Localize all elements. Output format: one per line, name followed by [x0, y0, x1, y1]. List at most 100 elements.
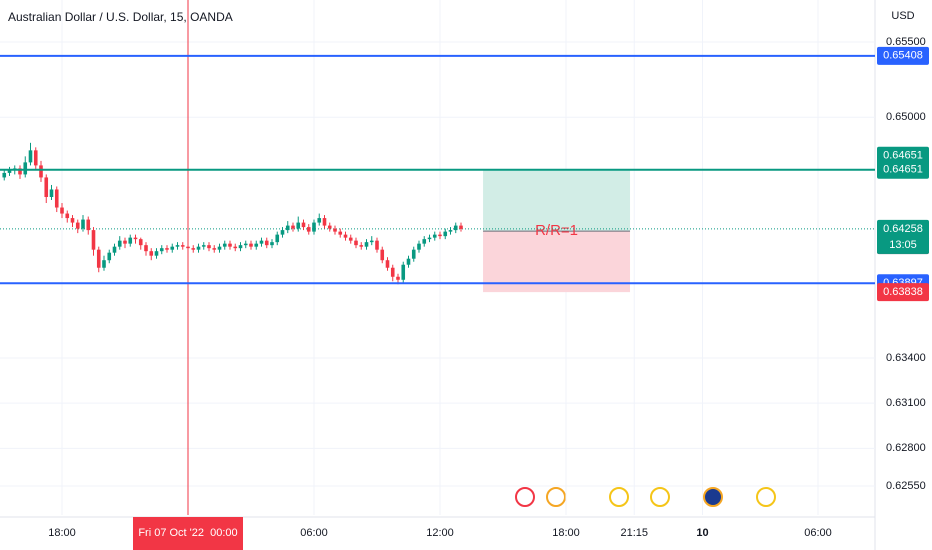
candle-body — [186, 246, 190, 249]
candle-body — [54, 189, 59, 208]
x-tick-label: 06:00 — [300, 527, 328, 539]
x-tick-label: 06:00 — [804, 527, 832, 539]
candle-body — [270, 242, 274, 246]
candle-body — [233, 246, 238, 249]
candle-body — [385, 260, 390, 268]
candle-body — [432, 234, 437, 238]
loss-zone — [483, 231, 631, 293]
candle-body — [70, 218, 75, 223]
x-tick-label: 18:00 — [48, 527, 76, 539]
candle-body — [2, 172, 7, 178]
candle-body — [60, 207, 64, 214]
candle-body — [259, 240, 264, 244]
candle-body — [28, 150, 33, 163]
candle-body — [39, 165, 43, 178]
y-tick-label: 0.65000 — [886, 111, 926, 123]
candle-body — [364, 242, 369, 247]
countdown: 13:05 — [889, 239, 917, 251]
last-price-tag: 0.64258 — [883, 223, 923, 235]
candle-body — [291, 225, 295, 229]
candle-body — [138, 239, 143, 246]
y-tick-label: 0.63400 — [886, 352, 926, 364]
candle-body — [96, 249, 101, 268]
candle-body — [348, 237, 353, 241]
candle-body — [180, 245, 185, 247]
hline-tag: 0.64651 — [883, 164, 923, 176]
candle-body — [369, 240, 374, 243]
candle-body — [33, 150, 38, 166]
candle-body — [117, 240, 122, 247]
candle-body — [280, 230, 285, 235]
candle-body — [175, 245, 180, 247]
event-icon[interactable] — [703, 487, 723, 507]
candle-body — [23, 162, 28, 175]
candle-body — [165, 248, 169, 250]
candle-body — [380, 249, 385, 261]
candle-body — [7, 169, 12, 173]
currency-label: USD — [891, 10, 914, 22]
candle-body — [453, 225, 458, 231]
candle-body — [448, 230, 453, 232]
candle-body — [359, 245, 364, 247]
candle-body — [91, 230, 96, 250]
event-icon[interactable] — [650, 487, 670, 507]
candle-body — [443, 231, 448, 237]
hline-tag-box — [877, 160, 929, 179]
x-tick-label: 10 — [696, 527, 708, 539]
hline-tag: 0.65408 — [883, 50, 923, 62]
candle-body — [228, 243, 232, 247]
candle-body — [144, 245, 148, 252]
crosshair-label: Fri 07 Oct '22 00:00 — [138, 527, 237, 539]
candle-body — [196, 246, 201, 250]
crosshair-label-box — [132, 517, 243, 550]
candle-body — [249, 243, 253, 247]
candle-body — [49, 189, 54, 198]
candle-body — [264, 240, 269, 246]
candle-body — [275, 234, 280, 243]
candle-body — [312, 222, 316, 232]
candle-body — [327, 225, 332, 229]
candle-body — [81, 219, 85, 229]
candle-body — [354, 240, 358, 246]
candle-body — [406, 258, 411, 265]
candle-body — [170, 246, 175, 250]
candle-body — [338, 231, 343, 235]
event-icon[interactable] — [756, 487, 776, 507]
candle-body — [459, 225, 463, 229]
event-icon[interactable] — [609, 487, 629, 507]
last-price-tag-box — [877, 219, 929, 254]
candle-body — [322, 218, 327, 226]
hline-tag-box — [877, 146, 929, 165]
candle-body — [159, 248, 164, 252]
candle-body — [201, 245, 206, 247]
x-tick-label: 18:00 — [552, 527, 580, 539]
x-tick-label: 21:15 — [620, 527, 648, 539]
candle-body — [427, 237, 432, 240]
candle-body — [422, 239, 427, 244]
y-tick-label: 0.62800 — [886, 442, 926, 454]
candle-body — [438, 234, 442, 237]
candle-body — [254, 243, 259, 247]
candle-body — [222, 243, 227, 247]
event-icon[interactable] — [515, 487, 535, 507]
candle-body — [75, 222, 80, 229]
event-icon[interactable] — [546, 487, 566, 507]
candle-body — [191, 248, 196, 250]
candle-body — [123, 240, 127, 244]
price-tag: 0.63838 — [883, 286, 923, 298]
event-icons — [515, 487, 776, 507]
candle-body — [306, 227, 311, 232]
candle-body — [243, 243, 248, 246]
candle-body — [285, 225, 290, 231]
y-tick-label: 0.63100 — [886, 397, 926, 409]
candle-body — [217, 246, 222, 250]
candle-body — [212, 248, 217, 250]
candle-body — [401, 264, 406, 280]
candle-body — [112, 246, 117, 253]
candle-body — [107, 252, 112, 261]
candle-body — [86, 219, 91, 231]
hline-tag-box — [877, 46, 929, 65]
